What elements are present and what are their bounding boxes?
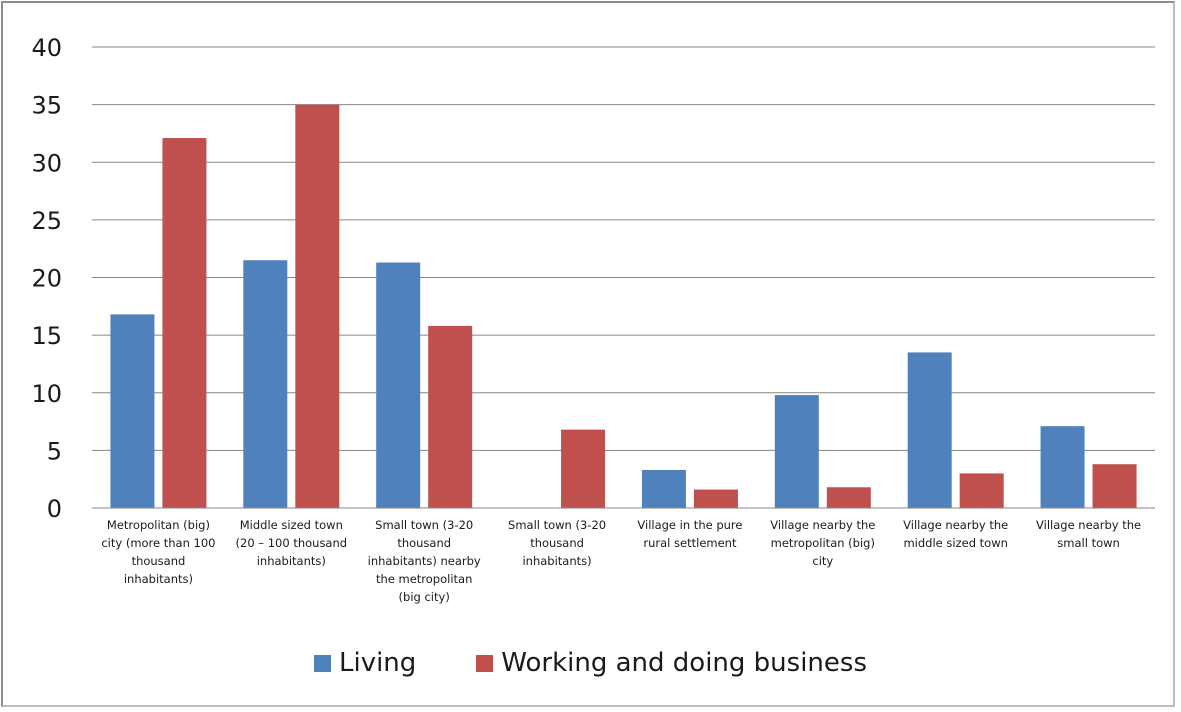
- bar-living-6: [907, 352, 952, 508]
- x-tick-label-line: thousand: [131, 554, 186, 568]
- legend-swatch-living: [313, 654, 331, 672]
- y-tick-label-20: 20: [31, 265, 62, 293]
- bar-living-5: [774, 395, 819, 508]
- x-tick-label-line: Village nearby the: [903, 518, 1009, 532]
- x-tick-label-5: Village nearby the metropolitan (big) city: [758, 516, 888, 570]
- bar-living-1: [243, 260, 288, 508]
- x-tick-label-2: Small town (3-20 thousand inhabitants) nea…: [359, 516, 489, 606]
- x-tick-label-line: small town: [1057, 536, 1120, 550]
- x-tick-label-line: inhabitants): [256, 554, 326, 568]
- x-tick-label-line: metropolitan (big): [770, 536, 875, 550]
- bar-working-0: [162, 138, 207, 509]
- x-tick-label-line: rural settlement: [643, 536, 737, 550]
- y-tick-label-35: 35: [31, 92, 62, 120]
- bar-working-2: [428, 325, 473, 508]
- x-tick-label-line: middle sized town: [903, 536, 1008, 550]
- y-tick-label-5: 5: [47, 437, 62, 465]
- legend-item-living: Living: [313, 648, 417, 678]
- x-tick-label-line: thousand: [530, 536, 584, 550]
- x-tick-label-line: Village nearby the: [1036, 518, 1142, 532]
- bar-living-2: [376, 262, 421, 508]
- y-tick-label-0: 0: [47, 495, 62, 523]
- y-tick-label-10: 10: [31, 380, 62, 408]
- x-tick-label-line: Metropolitan (big): [106, 518, 210, 532]
- x-tick-label-line: inhabitants): [123, 572, 194, 586]
- x-tick-label-line: Village in the pure: [637, 518, 743, 532]
- y-tick-label-30: 30: [31, 149, 62, 177]
- x-tick-label-line: (20 – 100 thousand: [235, 536, 348, 550]
- x-tick-label-0: Metropolitan (big) city (more than 100 tho…: [93, 516, 223, 588]
- legend-label-working: Working and doing business: [501, 648, 867, 678]
- x-tick-label-line: Small town (3-20: [375, 518, 474, 532]
- y-tick-label-15: 15: [31, 322, 62, 350]
- legend-item-working: Working and doing business: [476, 648, 867, 678]
- bar-working-1: [295, 104, 340, 508]
- x-tick-label-line: the metropolitan: [375, 572, 473, 586]
- legend: Living Working and doing business: [0, 648, 1181, 678]
- x-tick-label-line: Middle sized town: [239, 518, 343, 532]
- bar-working-7: [1092, 464, 1137, 508]
- bar-working-4: [693, 489, 738, 508]
- bar-working-6: [959, 473, 1004, 508]
- bar-living-0: [110, 314, 155, 508]
- x-tick-label-1: Middle sized town (20 – 100 thousand inhab…: [226, 516, 356, 570]
- x-tick-label-3: Small town (3-20 thousand inhabitants): [492, 516, 622, 570]
- x-tick-label-line: Small town (3-20: [508, 518, 607, 532]
- x-tick-label-line: thousand: [397, 536, 452, 550]
- bar-living-4: [641, 469, 686, 508]
- x-tick-label-line: Village nearby the: [770, 518, 876, 532]
- x-tick-label-line: inhabitants) nearby: [367, 554, 481, 568]
- bar-working-5: [826, 487, 871, 508]
- y-tick-label-40: 40: [31, 34, 62, 62]
- y-tick-label-25: 25: [31, 207, 62, 235]
- x-tick-label-4: Village in the pure rural settlement: [625, 516, 755, 552]
- legend-label-living: Living: [338, 648, 417, 678]
- bar-living-7: [1040, 426, 1085, 508]
- bar-working-3: [561, 429, 606, 508]
- x-tick-label-line: inhabitants): [522, 554, 592, 568]
- x-tick-label-line: city (more than 100: [101, 536, 216, 550]
- x-tick-label-line: city: [812, 554, 834, 568]
- x-tick-label-7: Village nearby the small town: [1024, 516, 1154, 552]
- x-tick-label-6: Village nearby the middle sized town: [891, 516, 1021, 552]
- legend-swatch-working: [476, 654, 494, 672]
- x-tick-label-line: (big city): [398, 590, 450, 604]
